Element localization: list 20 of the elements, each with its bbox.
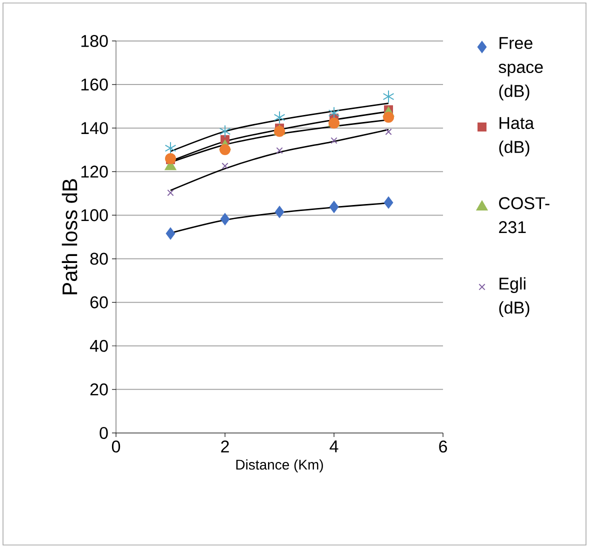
legend-label: Free space (dB) [498,37,543,100]
y-axis-title: Path loss dB [62,179,78,294]
legend-label: Egli (dB) [499,277,530,318]
x-tick-label: 0 [112,440,120,453]
legend-label: Hata (dB) [499,117,534,156]
y-tick-label: 100 [81,209,108,222]
y-tick-label: 140 [81,122,108,134]
x-tick-label: 4 [330,440,338,452]
y-tick-label: 40 [90,340,108,352]
x-axis-title: Distance (Km) [236,459,323,472]
y-tick-label: 80 [90,252,108,265]
y-tick-label: 180 [81,34,108,48]
x-tick-label: 2 [221,440,229,452]
legend-label: COST-231 [499,197,550,234]
y-tick-label: 0 [100,426,108,440]
x-tick-label: 6 [439,440,447,453]
y-tick-label: 60 [90,296,108,308]
y-tick-label: 120 [81,166,108,178]
y-tick-label: 20 [90,383,108,396]
y-tick-label: 160 [81,78,108,91]
